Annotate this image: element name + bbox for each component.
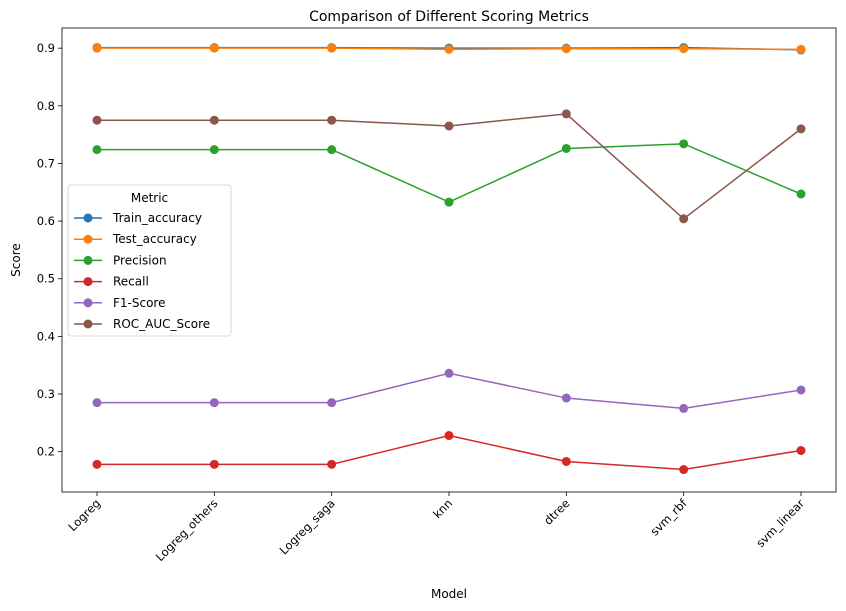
- y-axis: 0.2 0.3 0.4 0.5 0.6 0.7 0.8 0.9: [37, 41, 62, 459]
- legend-label-precision: Precision: [113, 253, 167, 267]
- data-point-test-accuracy: [796, 44, 806, 54]
- legend-entry: Train_accuracy: [74, 211, 202, 225]
- legend-label-roc-auc-score: ROC_AUC_Score: [113, 317, 210, 331]
- chart-title: Comparison of Different Scoring Metrics: [309, 9, 589, 25]
- y-tick-label: 0.9: [37, 41, 55, 55]
- legend: Metric Train_accuracy Test_accuracy Precis…: [67, 184, 232, 337]
- x-tick-label: Logreg: [65, 496, 103, 534]
- data-point-f1-score: [92, 398, 102, 408]
- data-point-test-accuracy: [92, 43, 102, 53]
- legend-entry: ROC_AUC_Score: [74, 317, 210, 331]
- data-point-recall: [679, 465, 689, 475]
- y-tick-label: 0.7: [37, 156, 55, 170]
- series-roc-auc-score: [92, 109, 806, 224]
- data-point-roc-auc-score: [444, 121, 454, 131]
- data-point-roc-auc-score: [327, 115, 337, 125]
- data-point-roc-auc-score: [796, 124, 806, 134]
- legend-marker-precision: [83, 255, 93, 265]
- x-tick-label: knn: [430, 496, 455, 521]
- x-tick-label: Logreg_others: [153, 496, 221, 564]
- legend-entry: Recall: [74, 275, 149, 289]
- legend-box: [67, 184, 232, 337]
- data-point-roc-auc-score: [679, 214, 689, 224]
- series-line-recall: [97, 434, 802, 471]
- x-tick-label: svm_rbf: [647, 496, 690, 539]
- data-point-test-accuracy: [561, 44, 571, 54]
- data-point-test-accuracy: [209, 43, 219, 53]
- y-tick-label: 0.6: [37, 214, 55, 228]
- series-layer: [92, 43, 806, 475]
- series-line-f1-score: [97, 372, 802, 410]
- data-point-recall: [796, 445, 806, 455]
- data-point-f1-score: [796, 385, 806, 395]
- data-point-test-accuracy: [444, 44, 454, 54]
- data-point-f1-score: [561, 393, 571, 403]
- data-point-f1-score: [679, 403, 689, 413]
- data-point-precision: [796, 189, 806, 199]
- data-point-precision: [444, 197, 454, 207]
- data-point-recall: [209, 459, 219, 469]
- legend-title: Metric: [131, 191, 168, 205]
- legend-label-train-accuracy: Train_accuracy: [112, 211, 202, 225]
- data-point-f1-score: [209, 398, 219, 408]
- data-point-roc-auc-score: [209, 115, 219, 125]
- legend-marker-train-accuracy: [83, 213, 93, 223]
- data-point-recall: [561, 456, 571, 466]
- x-axis: Logreg Logreg_others Logreg_saga knn dtree sv…: [65, 492, 807, 564]
- legend-marker-test-accuracy: [83, 234, 93, 244]
- series-recall: [92, 431, 806, 475]
- data-point-precision: [327, 145, 337, 155]
- legend-marker-roc-auc-score: [83, 319, 93, 329]
- data-point-precision: [92, 145, 102, 155]
- legend-label-test-accuracy: Test_accuracy: [112, 232, 197, 246]
- x-tick-label: svm_linear: [753, 496, 807, 550]
- legend-marker-recall: [83, 277, 93, 287]
- data-point-recall: [327, 459, 337, 469]
- data-point-precision: [679, 139, 689, 149]
- x-tick-label: dtree: [541, 496, 572, 527]
- x-tick-label: Logreg_saga: [277, 496, 338, 557]
- series-test-accuracy: [92, 43, 806, 54]
- legend-label-f1-score: F1-Score: [113, 296, 165, 310]
- y-axis-label: Score: [9, 243, 23, 277]
- legend-marker-f1-score: [83, 298, 93, 308]
- data-point-precision: [561, 143, 571, 153]
- data-point-f1-score: [327, 398, 337, 408]
- data-point-recall: [92, 459, 102, 469]
- y-tick-label: 0.8: [37, 99, 55, 113]
- y-tick-label: 0.2: [37, 445, 55, 459]
- data-point-roc-auc-score: [92, 115, 102, 125]
- series-precision: [92, 139, 806, 207]
- legend-label-recall: Recall: [113, 275, 149, 289]
- legend-entry: F1-Score: [74, 296, 165, 310]
- data-point-f1-score: [444, 368, 454, 378]
- data-point-roc-auc-score: [561, 109, 571, 119]
- data-point-test-accuracy: [327, 43, 337, 53]
- y-tick-label: 0.4: [37, 329, 55, 343]
- series-f1-score: [92, 368, 806, 413]
- y-tick-label: 0.5: [37, 272, 55, 286]
- data-point-precision: [209, 145, 219, 155]
- y-tick-label: 0.3: [37, 387, 55, 401]
- data-point-recall: [444, 431, 454, 441]
- legend-entry: Precision: [74, 253, 167, 267]
- data-point-test-accuracy: [679, 44, 689, 54]
- legend-entry: Test_accuracy: [74, 232, 197, 246]
- x-axis-label: Model: [431, 587, 467, 601]
